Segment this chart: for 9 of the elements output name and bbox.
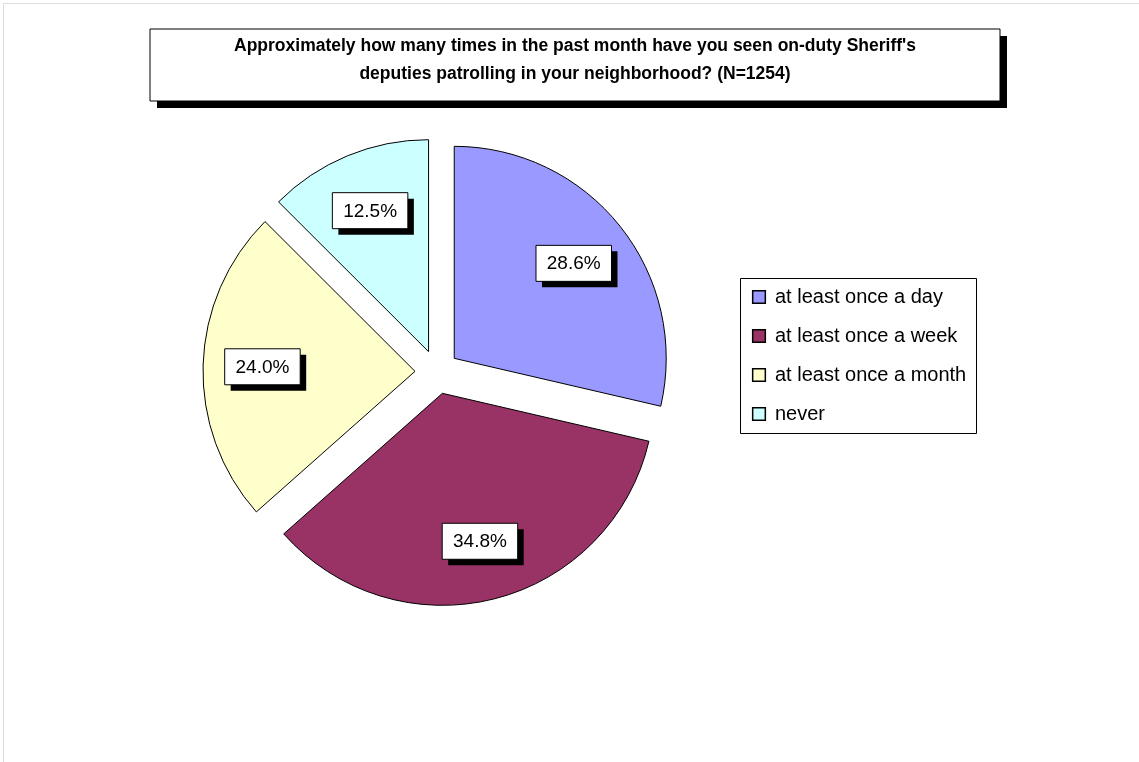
chart-title: Approximately how many times in the past month have you seen on-duty Sheriff's deputies patrolling in your neighborhood? (N=1254) (234, 35, 917, 83)
data-label: 34.8% (453, 530, 507, 552)
legend-label: at least once a month (775, 363, 967, 385)
legend-label: at least once a day (775, 285, 943, 307)
data-label: 12.5% (343, 199, 398, 221)
data-label: 24.0% (235, 355, 290, 377)
legend-label: never (775, 402, 826, 424)
data-label: 28.6% (546, 252, 601, 274)
legend-label: at least once a week (775, 324, 959, 346)
